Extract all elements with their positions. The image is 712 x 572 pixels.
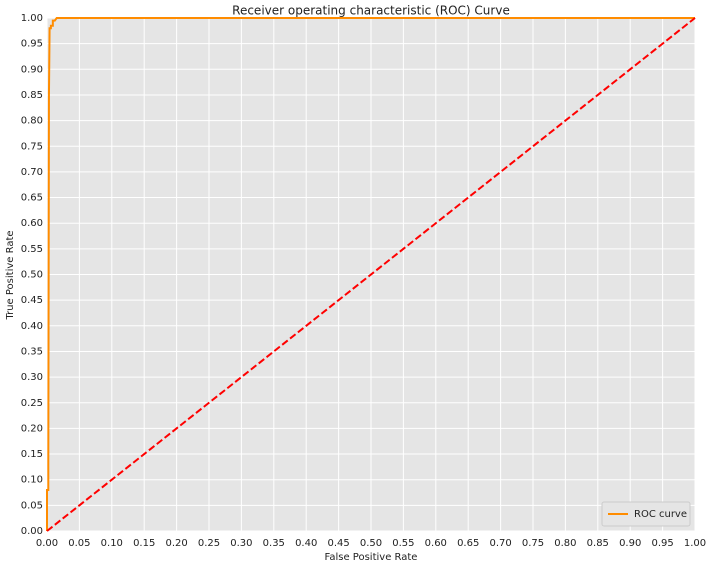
y-tick-label: 0.90 xyxy=(21,64,43,75)
legend-label: ROC curve xyxy=(634,509,687,520)
y-tick-label: 0.15 xyxy=(21,449,43,460)
y-tick-label: 0.50 xyxy=(21,270,43,281)
y-tick-label: 0.60 xyxy=(21,218,43,229)
y-axis-label: True Positive Rate xyxy=(5,230,16,320)
x-tick-label: 1.00 xyxy=(684,538,706,549)
y-tick-label: 0.80 xyxy=(21,116,43,127)
x-tick-label: 0.25 xyxy=(198,538,220,549)
x-tick-label: 0.00 xyxy=(36,538,58,549)
x-tick-label: 0.95 xyxy=(651,538,673,549)
y-tick-label: 0.05 xyxy=(21,500,43,511)
y-tick-label: 0.85 xyxy=(21,90,43,101)
y-tick-label: 0.25 xyxy=(21,398,43,409)
y-tick-label: 0.10 xyxy=(21,475,43,486)
x-tick-label: 0.45 xyxy=(327,538,349,549)
x-tick-label: 0.50 xyxy=(360,538,382,549)
series-line xyxy=(46,17,696,532)
y-tick-label: 0.65 xyxy=(21,193,43,204)
x-tick-label: 0.10 xyxy=(101,538,123,549)
x-tick-label: 0.20 xyxy=(165,538,187,549)
y-tick-label: 1.00 xyxy=(21,13,43,24)
chart-title: Receiver operating characteristic (ROC) … xyxy=(232,4,510,18)
x-tick-label: 0.80 xyxy=(554,538,576,549)
x-tick-label: 0.55 xyxy=(392,538,414,549)
y-tick-label: 0.20 xyxy=(21,423,43,434)
x-tick-label: 0.85 xyxy=(587,538,609,549)
x-tick-label: 0.90 xyxy=(619,538,641,549)
x-axis-label: False Positive Rate xyxy=(325,552,418,563)
x-tick-label: 0.05 xyxy=(68,538,90,549)
y-tick-label: 0.70 xyxy=(21,167,43,178)
x-tick-label: 0.75 xyxy=(522,538,544,549)
x-tick-label: 0.30 xyxy=(230,538,252,549)
x-tick-label: 0.70 xyxy=(489,538,511,549)
y-tick-label: 0.30 xyxy=(21,372,43,383)
series-line xyxy=(46,17,695,531)
y-tick-label: 0.35 xyxy=(21,346,43,357)
legend-box xyxy=(601,501,691,527)
x-tick-label: 0.35 xyxy=(263,538,285,549)
x-tick-label: 0.15 xyxy=(133,538,155,549)
y-tick-label: 0.00 xyxy=(21,526,43,537)
y-tick-label: 0.45 xyxy=(21,295,43,306)
y-tick-label: 0.95 xyxy=(21,39,43,50)
y-tick-label: 0.40 xyxy=(21,321,43,332)
x-tick-label: 0.40 xyxy=(295,538,317,549)
x-tick-label: 0.60 xyxy=(425,538,447,549)
y-tick-label: 0.55 xyxy=(21,244,43,255)
x-tick-label: 0.65 xyxy=(457,538,479,549)
y-tick-label: 0.75 xyxy=(21,141,43,152)
